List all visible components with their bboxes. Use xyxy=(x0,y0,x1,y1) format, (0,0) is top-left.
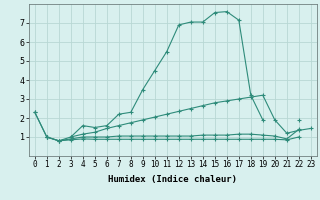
X-axis label: Humidex (Indice chaleur): Humidex (Indice chaleur) xyxy=(108,175,237,184)
